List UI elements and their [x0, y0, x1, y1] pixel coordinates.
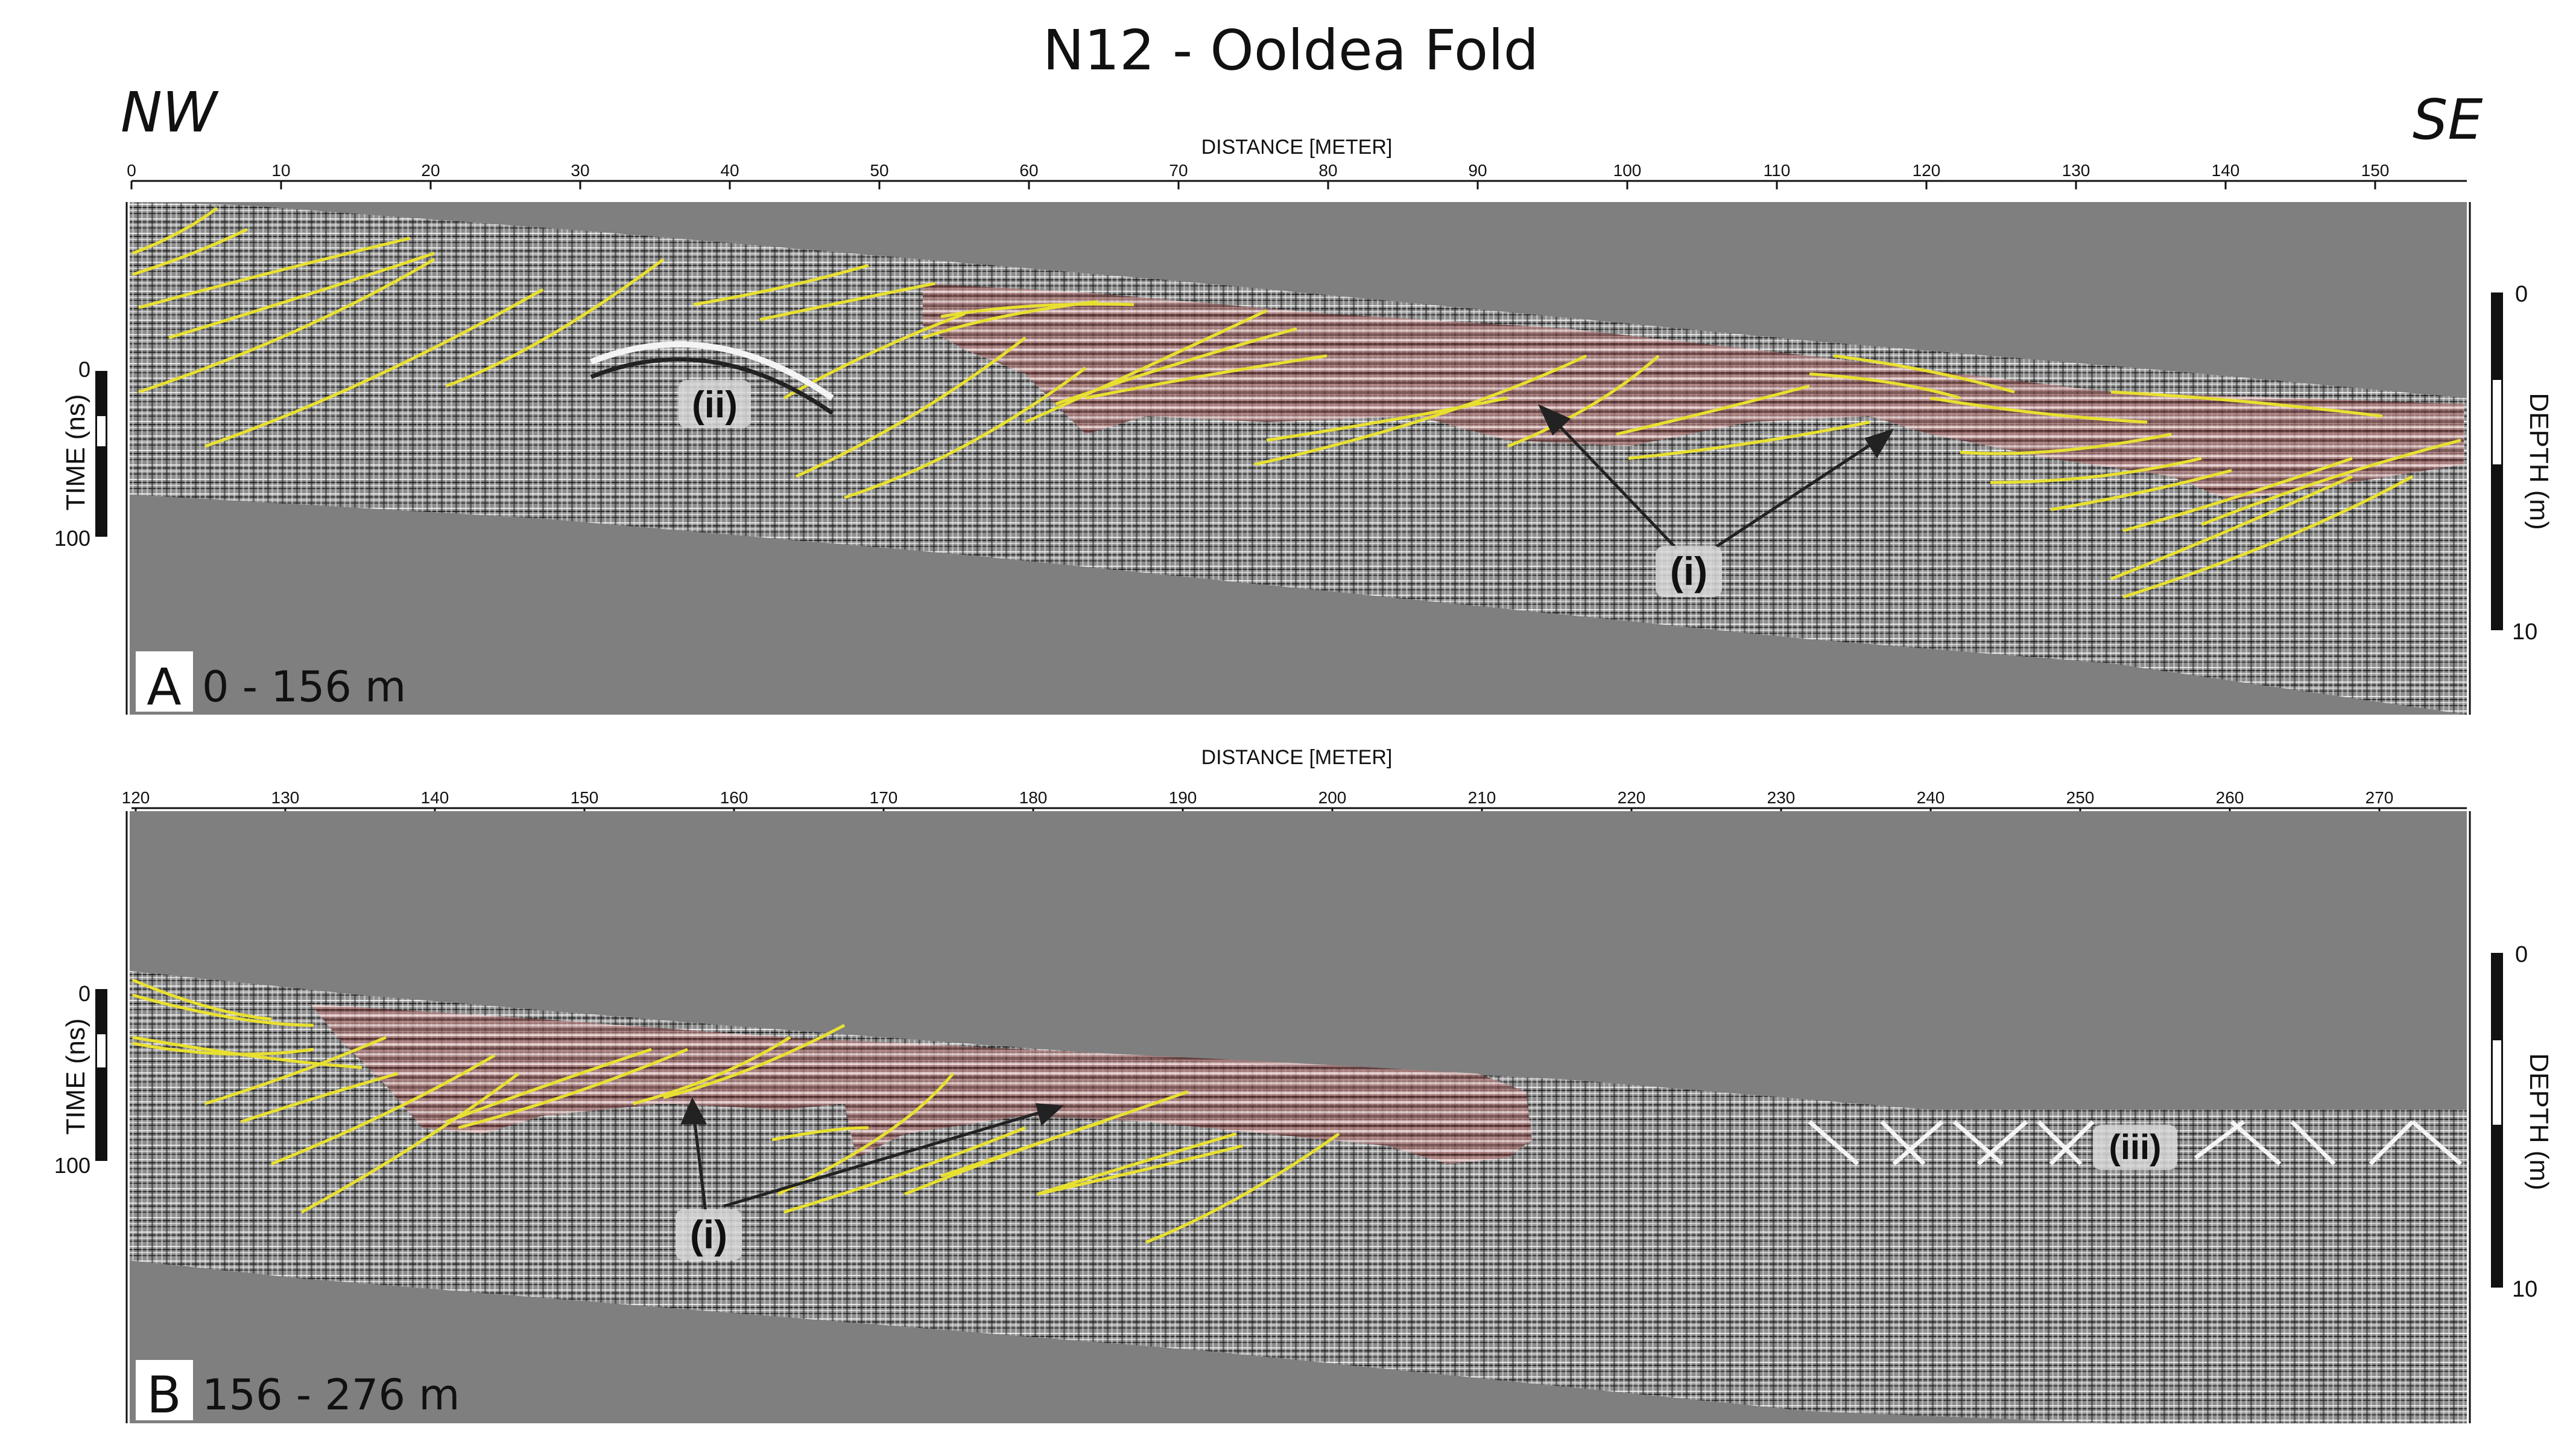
panel-b-time-scale-gap — [97, 1034, 106, 1067]
distance-tick-label: 110 — [1764, 161, 1791, 180]
distance-tick-label: 100 — [1613, 161, 1642, 180]
panel-a-letter: A — [147, 657, 181, 716]
panel-b-time-scale-bar — [95, 989, 107, 1161]
panel-b-highlight-zone — [311, 1004, 1532, 1164]
direction-se: SE — [2413, 87, 2483, 152]
panel-b-label-i-bg — [676, 1209, 742, 1260]
distance-tick-label: 70 — [1169, 161, 1188, 180]
panel-a-arrows — [1537, 404, 1894, 551]
panel-a-time-scale-bar — [95, 371, 107, 537]
panel-a: DISTANCE [METER] 0 10 20 30 40 50 60 70 80 90 100 1… — [54, 136, 2554, 716]
panel-a-time-tick-100: 100 — [54, 526, 90, 551]
distance-tick-label: 270 — [2366, 788, 2394, 807]
panel-b-range: 156 - 276 m — [202, 1370, 460, 1420]
distance-tick-label: 200 — [1318, 788, 1347, 807]
panel-a-time-tick-0: 0 — [78, 357, 90, 382]
distance-tick-label: 120 — [1913, 161, 1941, 180]
panel-a-label-i: (i) — [1670, 549, 1707, 593]
distance-tick-label: 50 — [870, 161, 888, 180]
panel-b-time-label: TIME (ns) — [61, 1018, 90, 1134]
panel-a-hyperbola — [590, 341, 834, 401]
distance-tick-label: 140 — [421, 788, 449, 807]
panel-b-depth-tick-10: 10 — [2512, 1277, 2537, 1302]
distance-tick-label: 130 — [2062, 161, 2090, 180]
panel-a-time-scale-gap — [97, 416, 106, 446]
panel-b: DISTANCE [METER] 120 130 140 150 160 170 180 19… — [54, 746, 2554, 1424]
panel-b-reflector-lines — [132, 978, 1340, 1244]
distance-tick-label: 80 — [1318, 161, 1337, 180]
figure-title: N12 - Ooldea Fold — [1043, 18, 1539, 83]
distance-tick-label: 220 — [1618, 788, 1646, 807]
distance-tick-label: 0 — [127, 161, 136, 180]
panel-a-label-ii: (ii) — [692, 384, 738, 426]
panel-a-depth-label: DEPTH (m) — [2524, 393, 2554, 530]
distance-tick-label: 230 — [1767, 788, 1796, 807]
distance-tick-label: 30 — [571, 161, 589, 180]
panel-b-letter-box — [136, 1360, 193, 1420]
panel-a-radargram-data — [130, 202, 2467, 715]
distance-tick-label: 260 — [2216, 788, 2244, 807]
distance-tick-label: 160 — [720, 788, 748, 807]
panel-b-depth-label: DEPTH (m) — [2524, 1053, 2554, 1190]
distance-tick-label: 40 — [720, 161, 739, 180]
panel-a-distance-label: DISTANCE [METER] — [1201, 136, 1393, 159]
panel-b-label-iii: (iii) — [2109, 1128, 2162, 1167]
panel-a-distance-ticks: 0 10 20 30 40 50 60 70 80 90 100 110 120 130 140 150 — [127, 161, 2389, 189]
panel-b-depth-tick-0: 0 — [2515, 942, 2528, 967]
distance-tick-label: 190 — [1169, 788, 1197, 807]
panel-a-label-i-bg — [1656, 546, 1722, 597]
panel-b-diffraction-pattern — [1808, 1120, 2463, 1166]
distance-tick-label: 250 — [2066, 788, 2095, 807]
panel-b-letter: B — [147, 1365, 182, 1424]
panel-a-range: 0 - 156 m — [202, 662, 406, 712]
distance-tick-label: 150 — [571, 788, 599, 807]
direction-nw: NW — [121, 80, 219, 145]
panel-a-depth-tick-10: 10 — [2512, 619, 2537, 645]
panel-b-time-tick-100: 100 — [54, 1153, 90, 1178]
distance-tick-label: 90 — [1468, 161, 1487, 180]
distance-tick-label: 240 — [1917, 788, 1945, 807]
distance-tick-label: 150 — [2361, 161, 2390, 180]
distance-tick-label: 170 — [870, 788, 898, 807]
panel-b-arrows — [680, 1097, 1064, 1213]
panel-b-label-i: (i) — [690, 1212, 727, 1257]
panel-a-depth-tick-0: 0 — [2515, 282, 2528, 307]
distance-tick-label: 60 — [1019, 161, 1038, 180]
panel-b-distance-ticks: 120 130 140 150 160 170 180 190 200 210 220 230 240 2… — [122, 788, 2394, 817]
panel-a-letter-box — [136, 651, 193, 712]
panel-b-depth-scale-gap — [2493, 1040, 2501, 1125]
panel-b-label-iii-bg — [2093, 1125, 2177, 1170]
distance-tick-label: 140 — [2212, 161, 2240, 180]
panel-a-label-ii-bg — [679, 380, 751, 428]
distance-tick-label: 10 — [271, 161, 290, 180]
distance-tick-label: 120 — [122, 788, 150, 807]
panel-a-highlight-zone — [923, 283, 2464, 501]
panel-a-time-label: TIME (ns) — [61, 394, 90, 510]
panel-a-hyperbola-dark — [590, 357, 834, 415]
panel-b-time-tick-0: 0 — [78, 981, 90, 1006]
distance-tick-label: 210 — [1468, 788, 1496, 807]
distance-tick-label: 180 — [1019, 788, 1048, 807]
distance-tick-label: 20 — [421, 161, 440, 180]
panel-a-reflector-lines — [132, 206, 2461, 599]
distance-tick-label: 130 — [271, 788, 300, 807]
panel-a-depth-scale-gap — [2493, 380, 2501, 464]
panel-b-distance-label: DISTANCE [METER] — [1201, 746, 1393, 769]
